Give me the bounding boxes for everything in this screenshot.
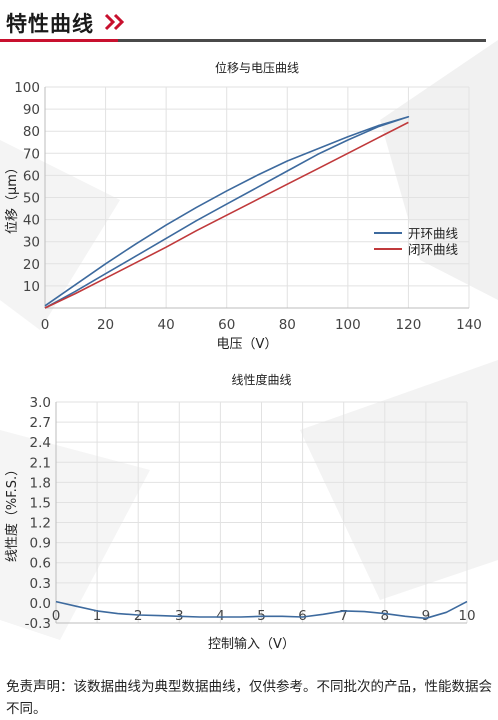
y-tick-label: 60 — [23, 168, 40, 184]
y-tick-label: 2.1 — [30, 455, 51, 471]
series-line-1 — [55, 600, 468, 620]
y-tick-label: 1.8 — [30, 475, 51, 491]
y-tick-label: 70 — [23, 146, 40, 162]
y-tick-label: 2.7 — [30, 415, 51, 431]
x-tick-label: 80 — [279, 317, 296, 333]
x-tick-label: 60 — [218, 317, 235, 333]
y-tick-label: 3.0 — [30, 395, 51, 411]
legend-label: 开环曲线 — [408, 226, 459, 241]
x-tick-label: 9 — [422, 608, 431, 624]
x-axis-label: 控制输入（V） — [208, 636, 295, 652]
y-tick-label: 30 — [23, 235, 40, 251]
section-header: 特性曲线 — [0, 0, 498, 46]
double-chevron-right-icon — [104, 13, 125, 31]
y-tick-label: 0.9 — [30, 536, 51, 552]
y-tick-label: 1.2 — [30, 516, 51, 532]
x-tick-label: 140 — [456, 317, 482, 333]
y-axis-label: 位移（μm） — [5, 161, 20, 234]
y-tick-label: 40 — [23, 213, 40, 229]
series-line-1 — [44, 116, 410, 309]
x-tick-label: 2 — [134, 608, 143, 624]
section-title: 特性曲线 — [6, 12, 94, 36]
y-tick-label: 80 — [23, 124, 40, 140]
x-tick-label: 40 — [158, 317, 175, 333]
y-tick-label: 0.3 — [30, 576, 51, 592]
y-axis-label: 线性度（%F.S.） — [4, 463, 20, 562]
x-tick-label: 4 — [216, 608, 225, 624]
displacement-voltage-chart: 位移与电压曲线 10 20 30 40 50 60 70 80 90 100 0 20 40 60 80 100… — [5, 60, 482, 352]
y-tick-label: 20 — [23, 257, 40, 273]
x-tick-label: 1 — [93, 608, 102, 624]
x-tick-label: 10 — [458, 608, 475, 624]
x-tick-label: 6 — [298, 608, 307, 624]
chart-title: 位移与电压曲线 — [215, 60, 299, 75]
x-tick-label: 120 — [396, 317, 422, 333]
header-divider — [0, 39, 486, 42]
x-tick-label: 100 — [335, 317, 361, 333]
y-tick-label: 100 — [14, 80, 40, 96]
y-tick-label: 10 — [23, 279, 40, 295]
legend-label: 闭环曲线 — [408, 242, 459, 257]
x-tick-label: 20 — [97, 317, 114, 333]
series-line-2 — [44, 121, 409, 309]
y-tick-label: 1.5 — [30, 495, 51, 511]
y-tick-label: 0.0 — [30, 596, 51, 612]
y-tick-label: 50 — [23, 191, 40, 207]
chart-title: 线性度曲线 — [231, 372, 291, 387]
linearity-chart: 线性度曲线 -0.3 0.0 0.3 0.6 0.9 1.2 1.5 1.8 2.1 2.4 2.7 3… — [4, 372, 476, 652]
x-tick-label: 0 — [52, 608, 61, 624]
x-axis-label: 电压（V） — [217, 337, 278, 352]
y-tick-label: 0.6 — [30, 556, 51, 572]
disclaimer-text: 免责声明：该数据曲线为典型数据曲线，仅供参考。不同批次的产品，性能数据会不同。 — [6, 679, 492, 717]
x-tick-label: 7 — [339, 608, 348, 624]
x-tick-label: 8 — [381, 608, 390, 624]
y-tick-label: -0.3 — [25, 616, 51, 632]
header-accent-bar — [0, 39, 118, 42]
y-tick-label: 90 — [23, 102, 40, 118]
x-tick-label: 0 — [41, 317, 50, 333]
y-tick-label: 2.4 — [30, 435, 51, 451]
